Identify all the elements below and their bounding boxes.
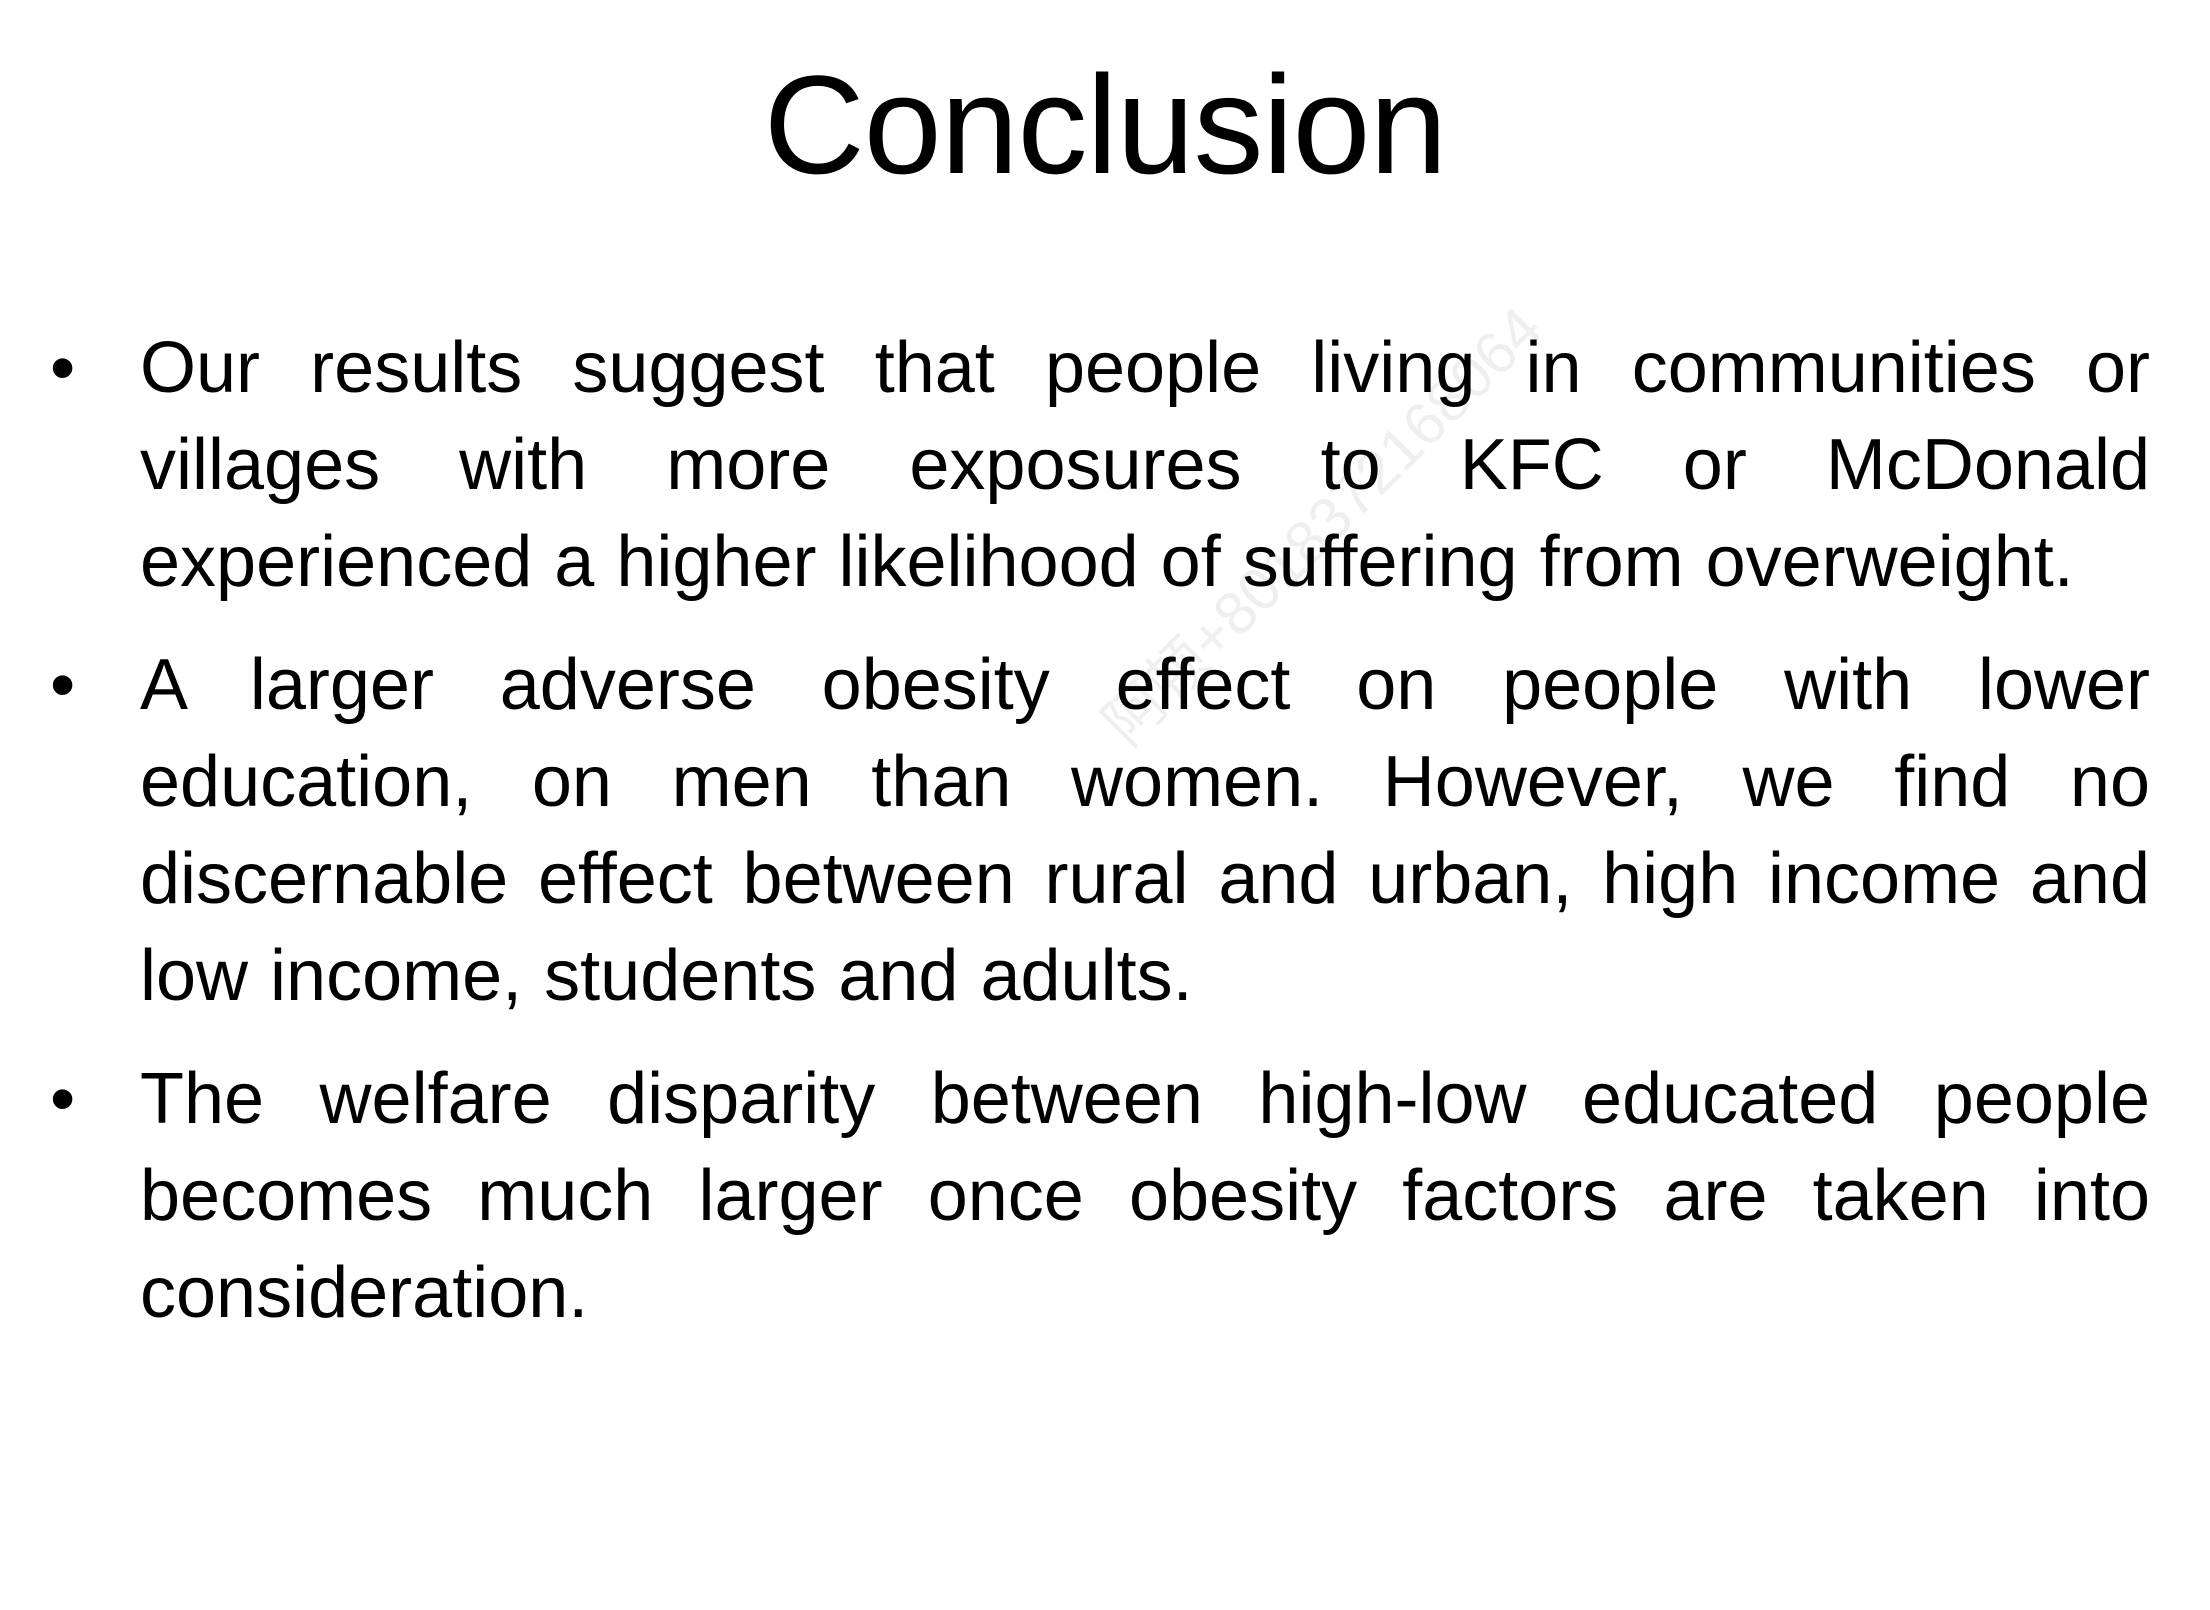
bullet-text: Our results suggest that people living i… bbox=[140, 328, 2150, 602]
bullet-dot-icon: • bbox=[50, 1059, 76, 1139]
bullet-item-welfare: • The welfare disparity between high-low… bbox=[40, 1051, 2150, 1342]
bullet-dot-icon: • bbox=[50, 645, 76, 725]
bullet-list: • Our results suggest that people living… bbox=[40, 320, 2150, 1368]
bullet-item-results: • Our results suggest that people living… bbox=[40, 320, 2150, 611]
slide-title: Conclusion bbox=[763, 46, 1448, 203]
bullet-item-effects: • A larger adverse obesity effect on peo… bbox=[40, 637, 2150, 1025]
bullet-dot-icon: • bbox=[50, 328, 76, 408]
bullet-text: A larger adverse obesity effect on peopl… bbox=[140, 645, 2150, 1016]
bullet-text: The welfare disparity between high-low e… bbox=[140, 1059, 2150, 1333]
